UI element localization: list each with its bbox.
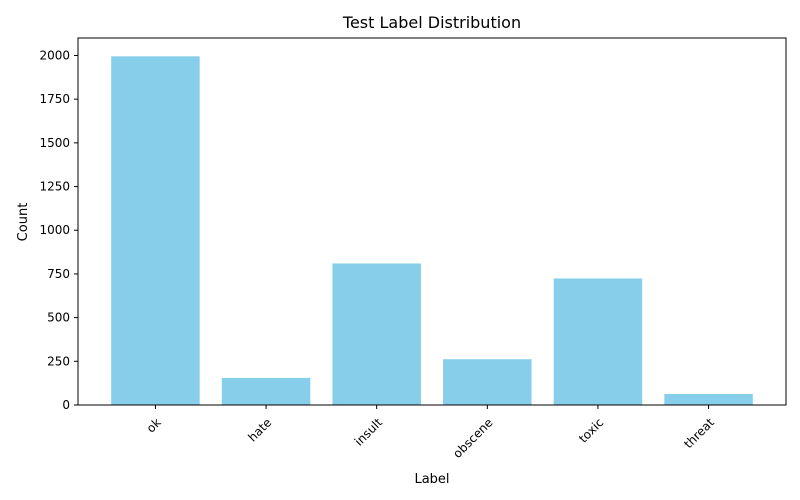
y-tick-label: 500	[47, 311, 70, 325]
plot-frame	[77, 37, 787, 406]
bar-threat	[664, 393, 753, 405]
bar-toxic	[553, 278, 643, 405]
y-tick-label: 1250	[39, 180, 70, 194]
chart-title: Test Label Distribution	[342, 13, 521, 32]
y-tick-label: 2000	[39, 48, 70, 62]
x-tick-label-obscene: obscene	[450, 415, 495, 460]
x-tick-label-hate: hate	[245, 415, 274, 444]
y-ticks: 0 250 500 750 1000 1250 1500 1750 2000	[39, 48, 78, 412]
x-tick-label-threat: threat	[681, 415, 717, 451]
bar-ok	[111, 56, 200, 405]
y-axis-label: Count	[16, 203, 31, 242]
x-axis-label: Label	[414, 472, 449, 487]
y-tick-label: 0	[62, 398, 70, 412]
x-ticks: ok hate insult obscene toxic threat	[144, 405, 717, 461]
y-tick-label: 1000	[39, 223, 70, 237]
y-tick-label: 750	[47, 267, 70, 281]
bar-insult	[332, 263, 421, 405]
x-tick-label-toxic: toxic	[576, 415, 606, 445]
y-tick-label: 250	[47, 354, 70, 368]
bar-obscene	[443, 359, 532, 405]
bars-group	[111, 56, 753, 405]
x-tick-label-ok: ok	[144, 415, 164, 435]
y-tick-label: 1750	[39, 92, 70, 106]
bar-hate	[221, 377, 311, 405]
y-tick-label: 1500	[39, 136, 70, 150]
x-tick-label-insult: insult	[352, 415, 385, 448]
